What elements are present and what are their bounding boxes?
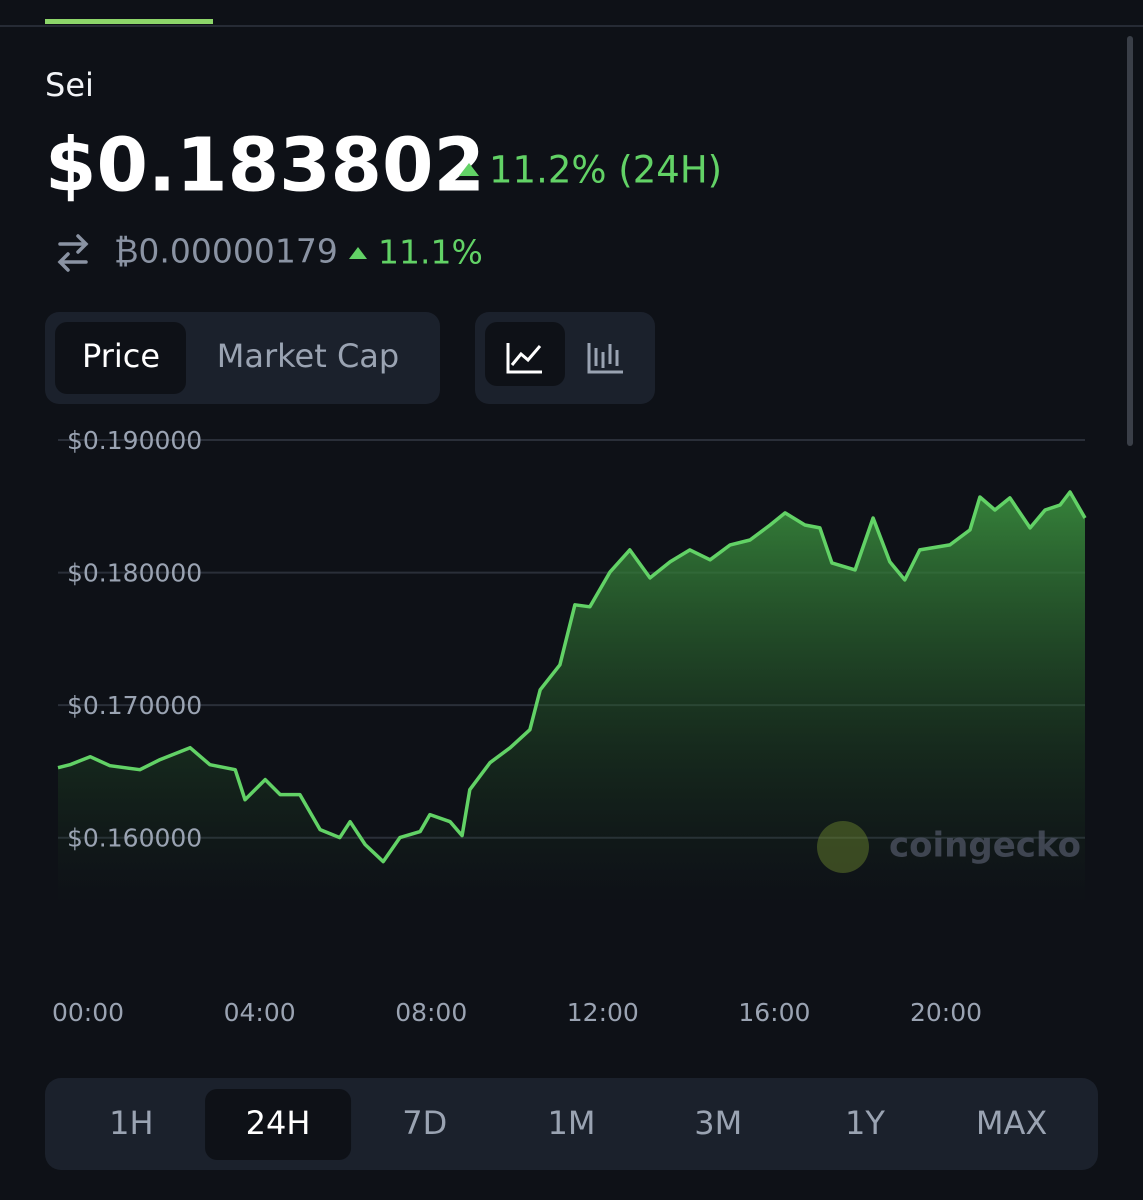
up-arrow [349, 247, 367, 259]
x-tick-label: 20:00 [910, 998, 982, 1027]
price-line [57, 490, 1087, 864]
active-tab-indicator [45, 19, 213, 24]
range-button[interactable]: 7D [402, 1104, 447, 1142]
range-button[interactable]: 3M [694, 1104, 742, 1142]
range-button[interactable]: 1Y [845, 1104, 885, 1142]
tab-button[interactable]: Market Cap [217, 337, 399, 375]
btc-price: ₿0.00000179 [114, 232, 338, 271]
watermark-logo [817, 821, 869, 873]
y-tick-label: $0.160000 [67, 824, 202, 853]
range-button[interactable]: 1M [548, 1104, 596, 1142]
x-tick-label: 12:00 [567, 998, 639, 1027]
range-button[interactable]: 24H [246, 1104, 311, 1142]
tab-button[interactable]: Price [82, 337, 160, 375]
coin-name: Sei [45, 66, 94, 104]
btc-change: 11.1% [378, 233, 483, 272]
x-tick-label: 08:00 [395, 998, 467, 1027]
y-tick-label: $0.170000 [67, 691, 202, 720]
x-tick-label: 16:00 [738, 998, 810, 1027]
swap-icon [57, 234, 89, 272]
range-buttons: 1H 24H 7D 1M 3M 1Y MAX [109, 1089, 1047, 1160]
up-arrow [459, 163, 479, 176]
y-tick-label: $0.190000 [67, 426, 202, 455]
range-button[interactable]: MAX [976, 1104, 1047, 1142]
chart: 00:00 04:00 08:00 12:00 16:00 20:00 $0.160000 $… [52, 426, 1087, 1027]
active-range-pill [205, 1089, 352, 1160]
x-tick-label: 04:00 [224, 998, 296, 1027]
x-tick-label: 00:00 [52, 998, 124, 1027]
y-tick-label: $0.180000 [67, 559, 202, 588]
line-chart-icon [506, 343, 542, 374]
candlestick-icon[interactable] [587, 343, 623, 374]
scrollbar [1127, 36, 1133, 446]
price: $0.183802 [45, 123, 485, 209]
range-button[interactable]: 1H [109, 1104, 153, 1142]
line-chart-button[interactable] [485, 322, 565, 386]
area [58, 492, 1085, 904]
watermark: coingecko [889, 826, 1081, 866]
active-pill [55, 322, 186, 394]
price-change: 11.2% (24H) [489, 149, 722, 192]
